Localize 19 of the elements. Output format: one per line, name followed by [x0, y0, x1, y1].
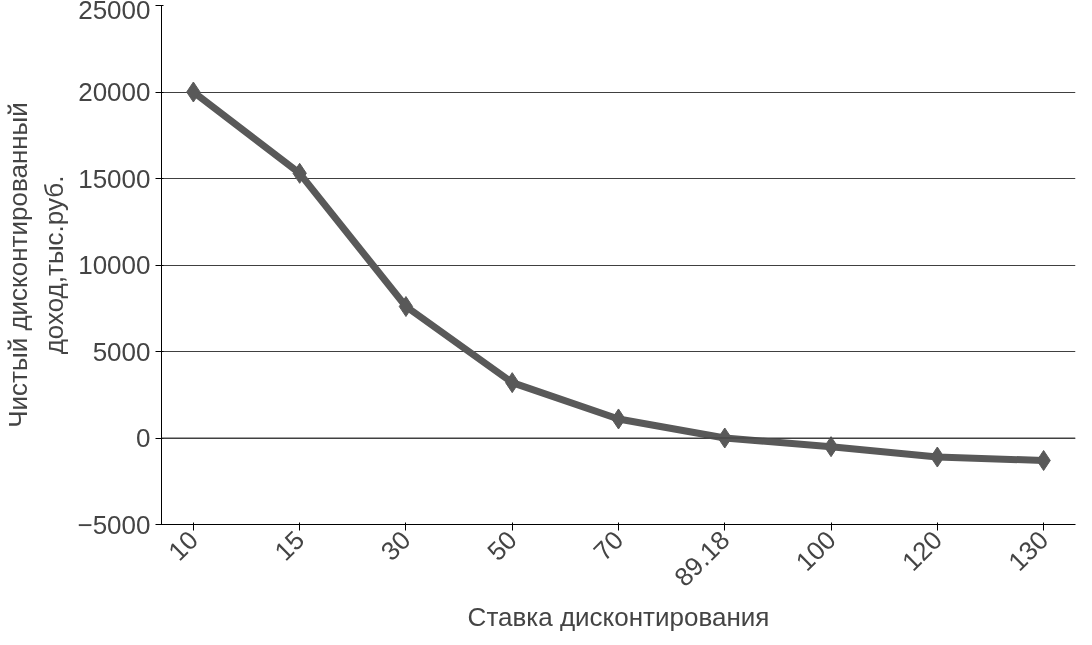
x-tick-label: 100	[789, 524, 842, 577]
x-axis-title: Ставка дисконтирования	[467, 602, 770, 633]
x-tick-label: 10	[162, 524, 204, 567]
x-tick-label: 30	[374, 524, 417, 567]
y-axis-title: Чистый дисконтированный доход,тыс.руб.	[3, 102, 70, 428]
x-tick-label: 130	[1002, 524, 1055, 577]
x-tick-label: 50	[481, 524, 523, 567]
y-tick-label: 5000	[92, 336, 151, 367]
y-tick-label: 0	[136, 423, 151, 453]
y-tick-label: −5000	[77, 509, 151, 540]
x-tick-label: 120	[896, 524, 948, 577]
y-tick-label: 20000	[78, 77, 151, 107]
x-tick-label: 15	[268, 524, 311, 567]
point	[398, 296, 414, 318]
y-tick-label: 10000	[78, 250, 151, 280]
point	[823, 436, 839, 458]
y-tick-label: 25000	[78, 0, 151, 25]
x-tick-label: 70	[587, 524, 630, 567]
y-tick-label: 15000	[78, 163, 151, 194]
